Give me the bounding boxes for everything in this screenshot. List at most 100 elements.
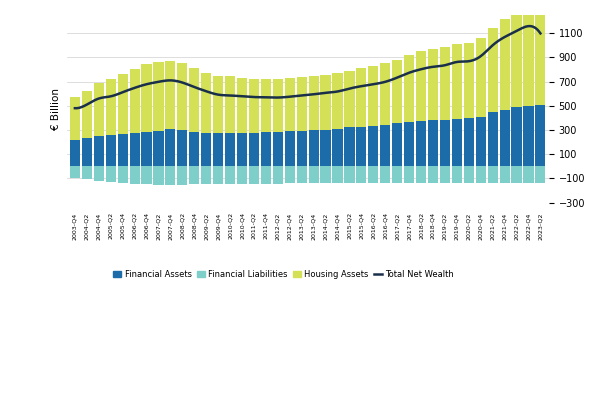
Bar bbox=[237, 78, 247, 133]
Bar bbox=[130, 69, 140, 133]
Bar bbox=[344, 166, 355, 183]
Bar bbox=[511, 166, 521, 183]
Bar bbox=[320, 166, 331, 183]
Bar bbox=[261, 132, 271, 166]
Bar bbox=[428, 120, 438, 166]
Bar bbox=[201, 133, 211, 166]
Bar bbox=[82, 166, 92, 179]
Bar bbox=[154, 166, 164, 185]
Bar bbox=[308, 76, 319, 130]
Bar bbox=[428, 49, 438, 120]
Bar bbox=[273, 132, 283, 166]
Bar bbox=[296, 77, 307, 131]
Bar bbox=[344, 127, 355, 166]
Bar bbox=[70, 97, 80, 140]
Bar bbox=[464, 118, 474, 166]
Bar bbox=[392, 124, 402, 166]
Bar bbox=[488, 112, 498, 166]
Bar bbox=[130, 166, 140, 184]
Bar bbox=[213, 133, 223, 166]
Bar bbox=[284, 78, 295, 132]
Bar bbox=[118, 74, 128, 134]
Bar bbox=[82, 91, 92, 138]
Bar bbox=[404, 122, 414, 166]
Bar bbox=[308, 166, 319, 183]
Bar bbox=[476, 38, 486, 117]
Bar bbox=[368, 66, 379, 126]
Bar bbox=[452, 166, 462, 183]
Bar bbox=[154, 62, 164, 130]
Bar bbox=[380, 166, 391, 183]
Bar bbox=[118, 134, 128, 166]
Bar bbox=[284, 166, 295, 184]
Bar bbox=[332, 166, 343, 183]
Bar bbox=[106, 166, 116, 182]
Bar bbox=[380, 63, 391, 125]
Bar bbox=[284, 132, 295, 166]
Bar bbox=[464, 166, 474, 183]
Bar bbox=[535, 166, 545, 183]
Bar bbox=[380, 125, 391, 166]
Bar bbox=[344, 71, 355, 127]
Bar bbox=[225, 76, 235, 133]
Bar bbox=[332, 73, 343, 128]
Bar bbox=[404, 55, 414, 122]
Bar bbox=[392, 166, 402, 183]
Bar bbox=[237, 166, 247, 184]
Bar bbox=[404, 166, 414, 183]
Bar bbox=[535, 3, 545, 104]
Bar bbox=[142, 132, 152, 166]
Bar bbox=[500, 166, 509, 183]
Bar bbox=[70, 166, 80, 178]
Bar bbox=[177, 63, 187, 130]
Bar bbox=[94, 166, 104, 180]
Legend: Financial Assets, Financial Liabilities, Housing Assets, Total Net Wealth: Financial Assets, Financial Liabilities,… bbox=[110, 267, 458, 282]
Bar bbox=[213, 166, 223, 184]
Bar bbox=[166, 129, 175, 166]
Bar bbox=[488, 166, 498, 183]
Bar bbox=[213, 76, 223, 133]
Bar bbox=[356, 166, 367, 183]
Y-axis label: € Billion: € Billion bbox=[51, 88, 61, 130]
Bar bbox=[356, 68, 367, 126]
Bar bbox=[428, 166, 438, 183]
Bar bbox=[106, 79, 116, 135]
Bar bbox=[416, 121, 426, 166]
Bar bbox=[177, 130, 187, 166]
Bar bbox=[368, 126, 379, 166]
Bar bbox=[261, 166, 271, 184]
Bar bbox=[94, 136, 104, 166]
Bar bbox=[237, 133, 247, 166]
Bar bbox=[118, 166, 128, 183]
Bar bbox=[273, 166, 283, 184]
Bar bbox=[511, 107, 521, 166]
Bar bbox=[201, 73, 211, 133]
Bar bbox=[523, 8, 533, 106]
Bar bbox=[452, 44, 462, 119]
Bar bbox=[320, 130, 331, 166]
Bar bbox=[225, 133, 235, 166]
Bar bbox=[177, 166, 187, 185]
Bar bbox=[261, 79, 271, 132]
Bar bbox=[476, 117, 486, 166]
Bar bbox=[476, 166, 486, 183]
Bar bbox=[511, 13, 521, 107]
Bar bbox=[249, 133, 259, 166]
Bar bbox=[154, 130, 164, 166]
Bar bbox=[189, 68, 199, 132]
Bar bbox=[488, 28, 498, 112]
Bar bbox=[106, 135, 116, 166]
Bar bbox=[392, 60, 402, 124]
Bar bbox=[142, 64, 152, 132]
Bar bbox=[166, 166, 175, 185]
Bar bbox=[142, 166, 152, 184]
Bar bbox=[416, 166, 426, 183]
Bar bbox=[166, 61, 175, 129]
Bar bbox=[225, 166, 235, 184]
Bar bbox=[308, 130, 319, 166]
Bar bbox=[452, 119, 462, 166]
Bar bbox=[332, 128, 343, 166]
Bar bbox=[201, 166, 211, 184]
Bar bbox=[440, 166, 450, 183]
Bar bbox=[416, 52, 426, 121]
